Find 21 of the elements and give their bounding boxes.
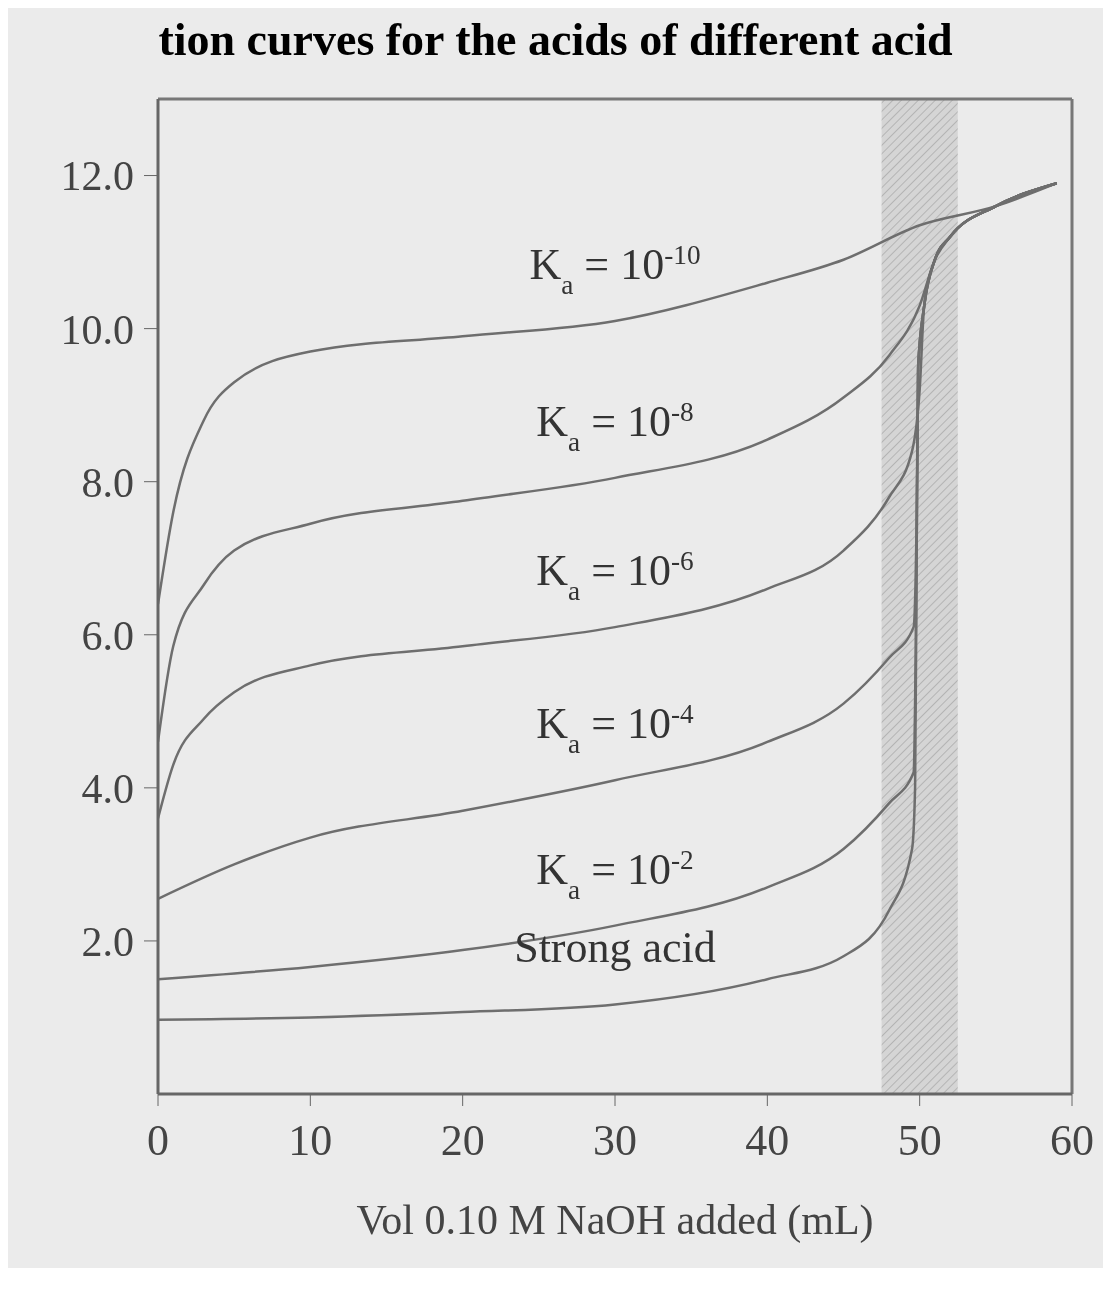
y-tick-label: 8.0 bbox=[81, 459, 134, 506]
x-tick-label: 0 bbox=[147, 1116, 169, 1166]
series-label: K$_{a}$ = 10$^{-10}$ bbox=[529, 239, 701, 300]
x-tick-label: 30 bbox=[593, 1116, 637, 1166]
series-label: Strong acid bbox=[514, 923, 716, 973]
series-label: K$_{a}$ = 10$^{-2}$ bbox=[536, 844, 694, 905]
x-tick-label: 60 bbox=[1050, 1116, 1094, 1166]
x-axis-title: Vol 0.10 M NaOH added (mL) bbox=[356, 1197, 874, 1244]
y-tick-label: 12.0 bbox=[60, 153, 134, 200]
y-tick-label: 2.0 bbox=[81, 918, 134, 965]
series-label: K$_{a}$ = 10$^{-6}$ bbox=[536, 546, 694, 607]
y-tick-label: 4.0 bbox=[81, 765, 134, 812]
y-tick-label: 6.0 bbox=[81, 612, 134, 659]
x-tick-label: 50 bbox=[897, 1116, 942, 1166]
series-label: K$_{a}$ = 10$^{-8}$ bbox=[536, 396, 694, 457]
x-tick-label: 10 bbox=[288, 1116, 333, 1166]
x-tick-label: 20 bbox=[440, 1116, 485, 1166]
series-label: K$_{a}$ = 10$^{-4}$ bbox=[536, 699, 695, 760]
chart-title: tion curves for the acids of different acid bbox=[157, 13, 954, 67]
x-tick-label: 40 bbox=[745, 1116, 790, 1166]
y-tick-label: 10.0 bbox=[60, 306, 134, 353]
